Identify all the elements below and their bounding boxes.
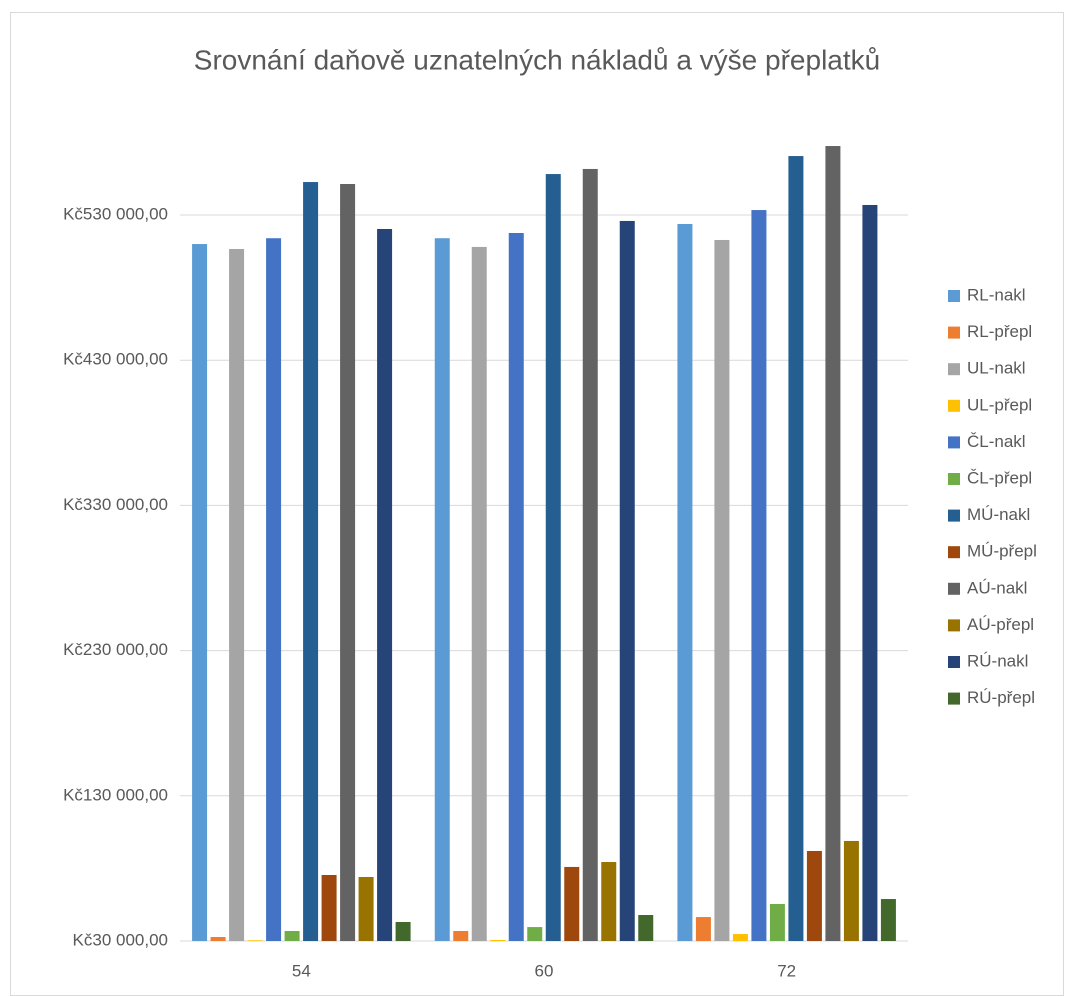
bar: [229, 248, 245, 941]
legend-label: AÚ-nakl: [967, 578, 1027, 597]
legend-swatch: [948, 399, 960, 412]
legend-swatch: [948, 326, 960, 339]
legend-label: ČL-přepl: [967, 468, 1032, 487]
bar: [284, 930, 300, 941]
bar: [395, 921, 411, 941]
x-tick-label: 54: [292, 961, 311, 980]
chart-border: [10, 12, 1064, 996]
bar: [358, 876, 374, 941]
bar: [806, 850, 822, 941]
legend-swatch: [948, 656, 960, 668]
legend-label: RL-nakl: [967, 285, 1026, 304]
legend-swatch: [948, 619, 960, 632]
y-tick-label: Kč530 000,00: [63, 204, 168, 223]
bar: [490, 939, 506, 941]
bar: [601, 862, 617, 941]
y-tick-label: Kč430 000,00: [63, 350, 168, 369]
y-tick-label: Kč130 000,00: [63, 785, 168, 804]
bar: [825, 146, 841, 941]
bar: [862, 204, 878, 941]
bar: [453, 930, 469, 941]
x-tick-label: 60: [535, 961, 554, 980]
bar: [508, 233, 524, 941]
bar: [192, 244, 208, 942]
bar: [619, 220, 635, 942]
legend-swatch: [948, 363, 960, 376]
legend-swatch: [948, 473, 960, 485]
legend-label: MÚ-přepl: [967, 542, 1037, 561]
legend-label: UL-nakl: [967, 359, 1026, 378]
bar: [266, 238, 282, 941]
bar: [434, 238, 450, 941]
bar: [527, 927, 543, 941]
bar: [880, 899, 896, 941]
bar: [582, 168, 598, 941]
bar: [714, 239, 730, 942]
y-tick-label: Kč30 000,00: [73, 930, 168, 949]
legend-label: UL-přepl: [967, 395, 1032, 414]
bar: [377, 228, 393, 941]
legend-label: MÚ-nakl: [967, 505, 1030, 524]
bar: [751, 210, 767, 941]
bar: [677, 224, 693, 942]
legend-label: RL-přepl: [967, 322, 1032, 341]
bar: [303, 182, 319, 941]
bar: [545, 174, 561, 942]
legend-swatch: [948, 582, 960, 595]
legend-label: ČL-nakl: [967, 432, 1026, 451]
bar: [769, 903, 785, 941]
legend-label: AÚ-přepl: [967, 615, 1034, 634]
bar: [732, 934, 748, 941]
legend-swatch: [948, 436, 960, 449]
bar: [788, 156, 804, 941]
bar: [695, 917, 711, 941]
legend-swatch: [948, 692, 960, 705]
legend-swatch: [948, 290, 960, 302]
bar: [210, 937, 226, 941]
legend-swatch: [948, 509, 960, 522]
y-tick-label: Kč230 000,00: [63, 640, 168, 659]
bar: [564, 866, 580, 941]
bar: [843, 840, 859, 941]
x-tick-label: 72: [777, 961, 796, 980]
bar: [638, 915, 654, 941]
chart-title: Srovnání daňově uznatelných nákladů a vý…: [194, 44, 880, 75]
legend-label: RÚ-přepl: [967, 688, 1035, 707]
bar: [321, 875, 337, 941]
legend-label: RÚ-nakl: [967, 651, 1028, 670]
bar: [340, 183, 356, 941]
y-tick-label: Kč330 000,00: [63, 495, 168, 514]
bar: [247, 940, 263, 941]
bar: [471, 246, 487, 942]
legend-swatch: [948, 546, 960, 559]
